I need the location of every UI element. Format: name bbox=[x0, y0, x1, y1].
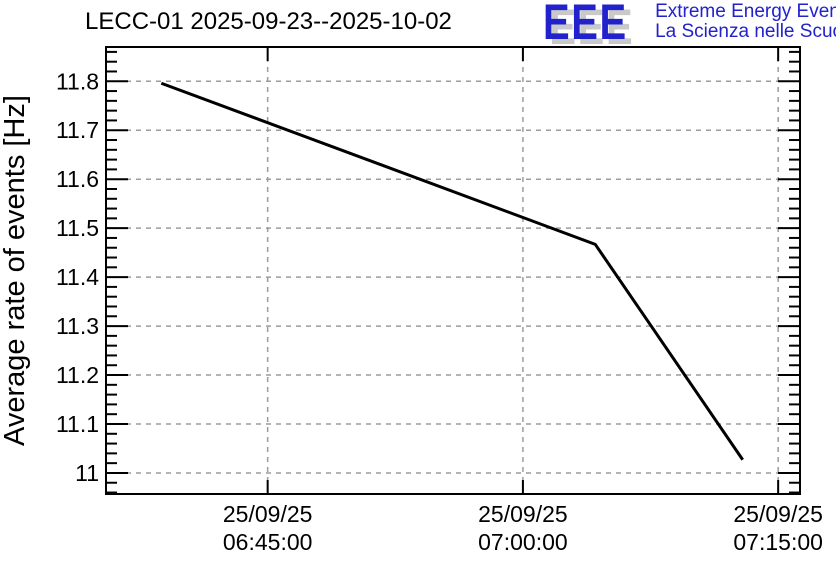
eee-logo-line1: Extreme Energy Events bbox=[655, 1, 836, 22]
y-axis-label: 11.7 bbox=[56, 117, 99, 143]
data-line bbox=[160, 81, 744, 461]
plot-frame bbox=[105, 46, 801, 495]
y-axis-label: 11.2 bbox=[56, 362, 99, 388]
x-axis-label-time: 06:45:00 bbox=[223, 529, 313, 555]
eee-logo-slogan: Extreme Energy Events La Scienza nelle S… bbox=[655, 1, 836, 42]
y-axis-title: Average rate of events [Hz] bbox=[0, 95, 31, 446]
x-axis-label-time: 07:15:00 bbox=[733, 529, 823, 555]
y-axis-label: 11.1 bbox=[56, 411, 99, 437]
x-axis-label-date: 25/09/25 bbox=[223, 501, 313, 527]
x-axis-label-date: 25/09/25 bbox=[478, 501, 568, 527]
chart-title: LECC-01 2025-09-23--2025-10-02 bbox=[85, 8, 452, 35]
y-axis-label: 11 bbox=[75, 460, 99, 486]
x-axis-label-date: 25/09/25 bbox=[733, 501, 823, 527]
eee-logo-line2: La Scienza nelle Scuole bbox=[655, 21, 836, 42]
y-axis-label: 11.5 bbox=[56, 215, 99, 241]
y-axis-label: 11.8 bbox=[56, 68, 99, 94]
eee-logo-letters: EEE bbox=[543, 0, 628, 50]
y-axis-label: 11.3 bbox=[56, 313, 99, 339]
eee-logo: EEE Extreme Energy Events La Scienza nel… bbox=[543, 0, 836, 50]
y-axis-label: 11.4 bbox=[56, 264, 99, 290]
x-axis-label-time: 07:00:00 bbox=[478, 529, 568, 555]
y-axis-label: 11.6 bbox=[56, 166, 99, 192]
